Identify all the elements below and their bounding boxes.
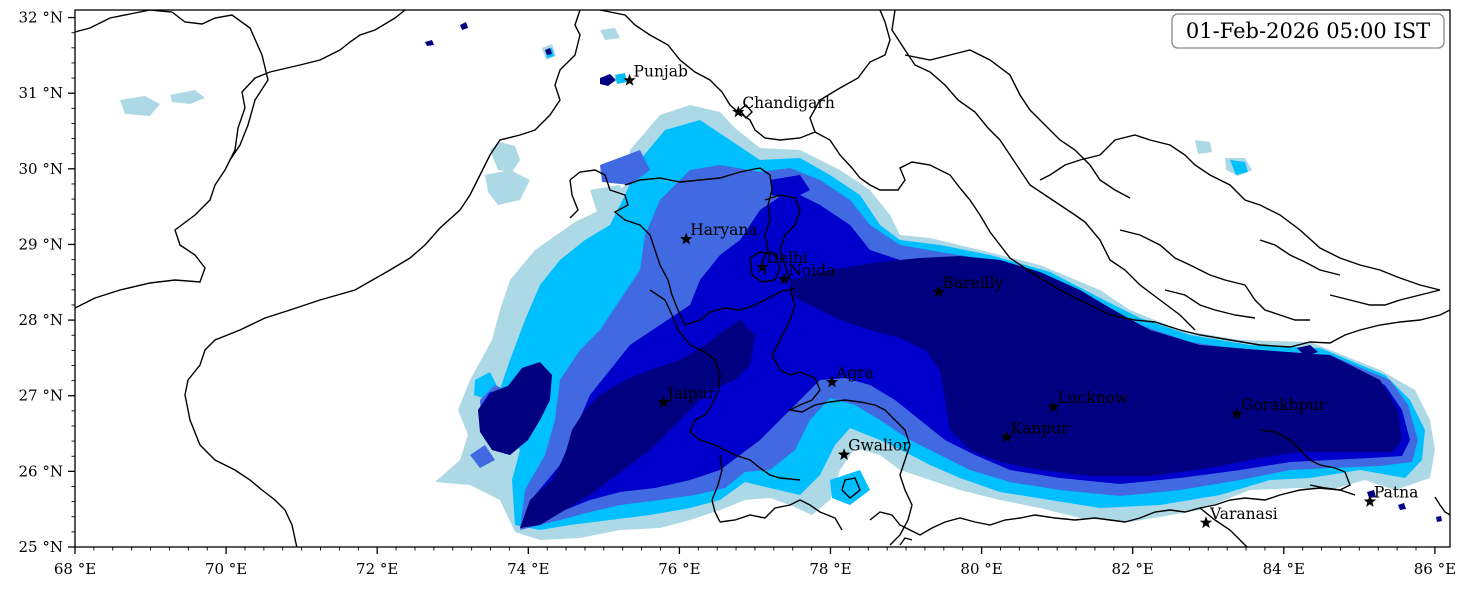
city-label: Delhi [767,249,809,267]
city-label: Bareilly [943,274,1004,292]
city-label: Agra [835,364,874,382]
x-tick-label: 68 °E [54,560,96,578]
x-tick-label: 84 °E [1263,560,1305,578]
city-star-icon [1363,495,1377,507]
city-star-icon [778,272,791,285]
precip-level-5 [425,22,1442,528]
city-label: Varanasi [1209,505,1278,523]
x-tick-label: 74 °E [507,560,549,578]
timestamp-label: 01-Feb-2026 05:00 IST [1186,19,1430,43]
timestamp-box: 01-Feb-2026 05:00 IST [1171,13,1445,49]
city-label: Gorakhpur [1241,396,1327,414]
x-tick-label: 82 °E [1112,560,1154,578]
city-label: Kanpur [1011,419,1070,437]
y-tick-label: 31 °N [19,84,63,102]
y-tick-label: 26 °N [19,462,63,480]
city-star-icon [1000,430,1013,443]
timestamp-frame [1171,13,1445,49]
precip-contours [120,22,1442,540]
city-label: Chandigarh [742,94,835,112]
admin-borders [75,10,1450,547]
city-star-icon [825,375,839,388]
city-star-icon [680,232,693,245]
city-label: Punjab [634,62,688,80]
city-star-icon [1047,400,1060,413]
city-star-icon [756,260,769,273]
city-star-icon [623,73,636,86]
city-label: Noida [788,261,835,279]
x-tick-label: 72 °E [356,560,398,578]
city-star-icon [1199,516,1213,529]
city-label: Gwalior [848,437,910,455]
y-tick-label: 25 °N [19,538,63,556]
x-tick-label: 76 °E [658,560,700,578]
city-star-icon [732,105,745,118]
axis-ticks: 68 °E 70 °E 72 °E 74 °E 76 °E 78 °E 80 °E 82 °E… [19,9,1457,578]
city-star-icon [1230,407,1244,420]
x-tick-label: 70 °E [205,560,247,578]
x-tick-label: 78 °E [809,560,851,578]
y-tick-label: 27 °N [19,387,63,405]
plot-frame [74,9,1451,548]
city-star-icon [837,448,851,460]
y-tick-label: 30 °N [19,160,63,178]
city-star-icon [932,285,945,298]
city-label: Patna [1374,484,1418,502]
city-star-icon [657,396,670,408]
city-label: Jaipur [666,385,716,403]
city-label: Haryana [690,221,757,239]
city-label: Lucknow [1057,389,1129,407]
y-tick-label: 32 °N [19,9,63,27]
y-tick-label: 29 °N [19,235,63,253]
x-tick-label: 80 °E [960,560,1002,578]
y-tick-label: 28 °N [19,311,63,329]
x-tick-label: 86 °E [1414,560,1456,578]
